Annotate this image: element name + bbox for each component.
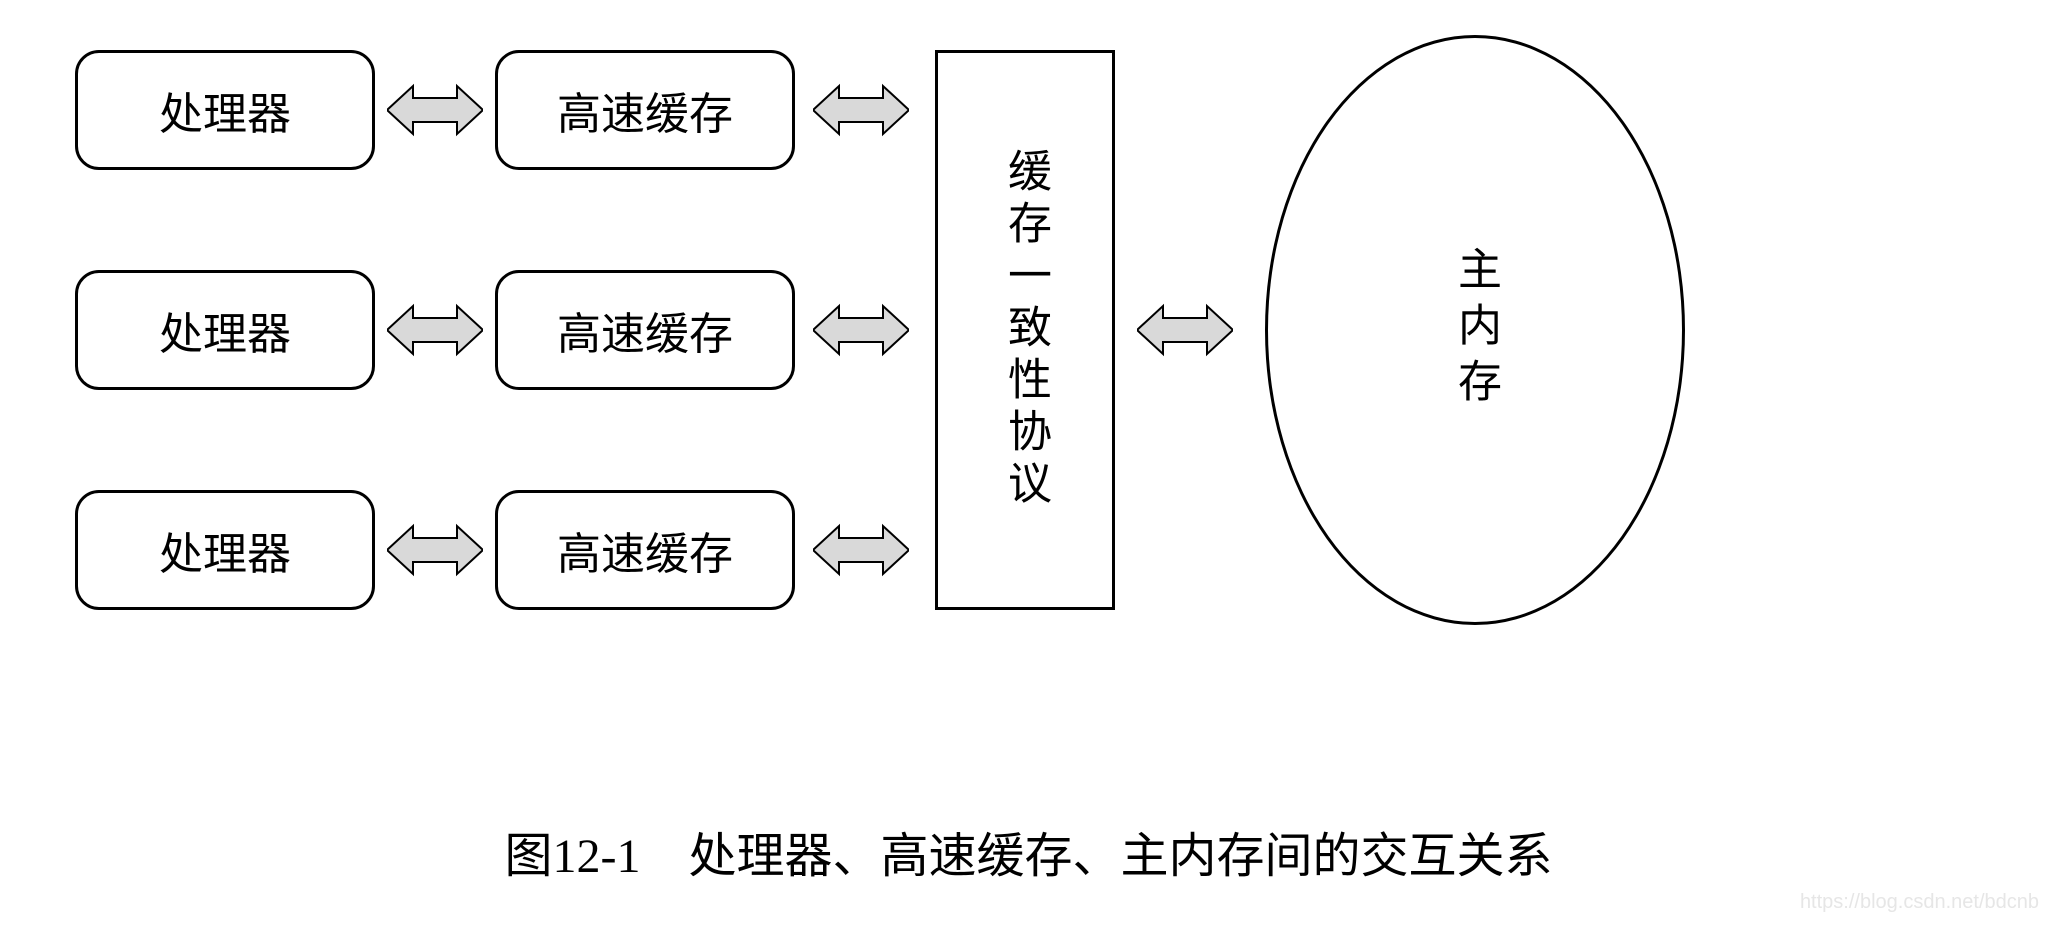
bidir-arrow-icon bbox=[813, 300, 909, 360]
cache-box-0: 高速缓存 bbox=[495, 50, 795, 170]
processor-box-0: 处理器 bbox=[75, 50, 375, 170]
processor-box-1: 处理器 bbox=[75, 270, 375, 390]
architecture-diagram: 处理器 处理器 处理器 高速缓存 高速缓存 高速缓存 缓存一致性协议 主内存 bbox=[75, 50, 1995, 650]
processor-label: 处理器 bbox=[159, 298, 291, 362]
bidir-arrow-icon bbox=[387, 300, 483, 360]
bidir-arrow-icon bbox=[813, 520, 909, 580]
bidir-arrow-icon bbox=[813, 80, 909, 140]
bidir-arrow-icon bbox=[387, 80, 483, 140]
watermark-text: https://blog.csdn.net/bdcnb bbox=[1800, 891, 2039, 914]
figure-caption: 图12-1 处理器、高速缓存、主内存间的交互关系 bbox=[0, 816, 2057, 886]
bidir-arrow-icon bbox=[387, 520, 483, 580]
cache-label: 高速缓存 bbox=[557, 518, 733, 582]
main-memory-label: 主内存 bbox=[1443, 246, 1507, 414]
cache-coherence-label: 缓存一致性协议 bbox=[993, 148, 1057, 512]
cache-label: 高速缓存 bbox=[557, 78, 733, 142]
bidir-arrow-icon bbox=[1137, 300, 1233, 360]
processor-label: 处理器 bbox=[159, 518, 291, 582]
main-memory-ellipse: 主内存 bbox=[1265, 35, 1685, 625]
processor-label: 处理器 bbox=[159, 78, 291, 142]
cache-box-2: 高速缓存 bbox=[495, 490, 795, 610]
cache-label: 高速缓存 bbox=[557, 298, 733, 362]
processor-box-2: 处理器 bbox=[75, 490, 375, 610]
cache-coherence-box: 缓存一致性协议 bbox=[935, 50, 1115, 610]
cache-box-1: 高速缓存 bbox=[495, 270, 795, 390]
